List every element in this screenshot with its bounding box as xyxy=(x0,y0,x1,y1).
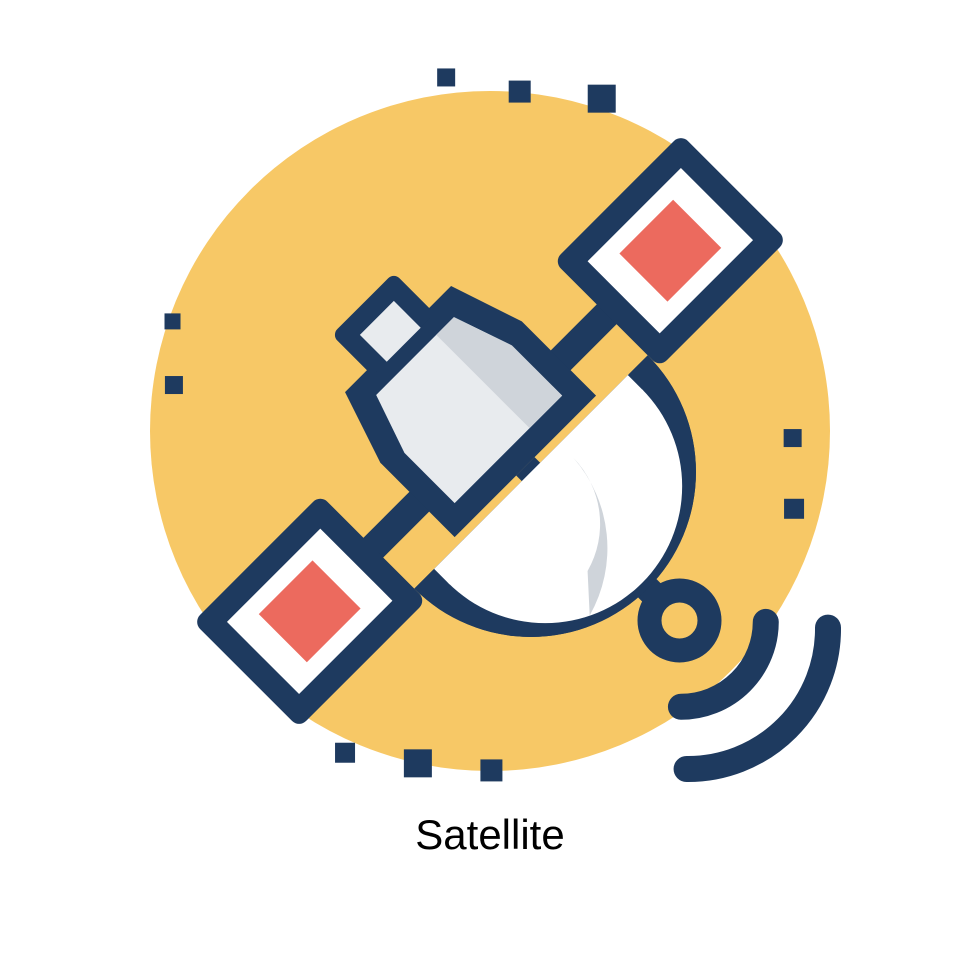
satellite-icon xyxy=(120,61,860,801)
satellite-icon-container xyxy=(140,81,840,781)
icon-label: Satellite xyxy=(415,811,564,859)
